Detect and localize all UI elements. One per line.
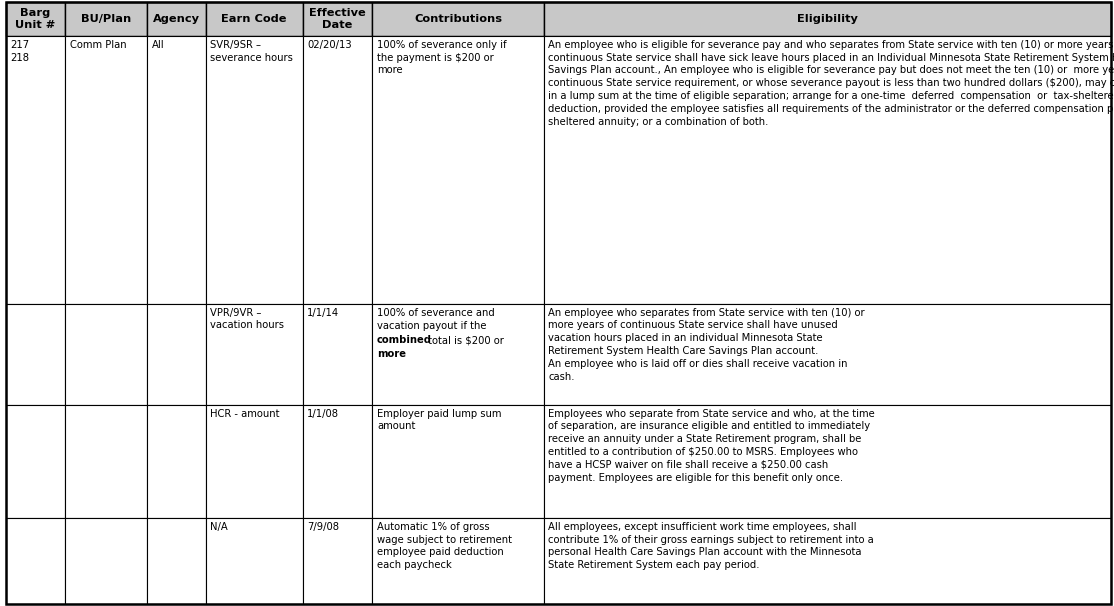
Text: 217
218: 217 218 bbox=[10, 40, 29, 62]
Bar bbox=[6, 2, 66, 36]
Bar bbox=[303, 405, 372, 518]
Text: An employee who separates from State service with ten (10) or
more years of cont: An employee who separates from State ser… bbox=[548, 307, 864, 382]
Bar bbox=[66, 36, 147, 304]
Bar bbox=[147, 405, 206, 518]
Text: Barg
Unit #: Barg Unit # bbox=[16, 8, 56, 30]
Text: 1/1/14: 1/1/14 bbox=[307, 307, 340, 318]
Bar bbox=[544, 518, 1111, 604]
Text: combined: combined bbox=[377, 335, 432, 345]
Text: Employer paid lump sum
amount: Employer paid lump sum amount bbox=[377, 408, 501, 431]
Bar bbox=[303, 2, 372, 36]
Text: Employees who separate from State service and who, at the time
of separation, ar: Employees who separate from State servic… bbox=[548, 408, 874, 482]
Text: Effective
Date: Effective Date bbox=[310, 8, 367, 30]
Text: vacation payout if the: vacation payout if the bbox=[377, 321, 487, 331]
Bar bbox=[66, 405, 147, 518]
Text: All: All bbox=[152, 40, 164, 50]
Text: 1/1/08: 1/1/08 bbox=[307, 408, 340, 419]
Bar bbox=[206, 304, 303, 405]
Bar bbox=[6, 36, 66, 304]
Bar bbox=[372, 304, 544, 405]
Text: Earn Code: Earn Code bbox=[222, 14, 287, 24]
Bar bbox=[147, 36, 206, 304]
Bar bbox=[6, 304, 66, 405]
Text: BU/Plan: BU/Plan bbox=[81, 14, 131, 24]
Bar bbox=[372, 405, 544, 518]
Bar bbox=[206, 36, 303, 304]
Bar bbox=[66, 304, 147, 405]
Bar bbox=[6, 518, 66, 604]
Bar bbox=[303, 304, 372, 405]
Text: Comm Plan: Comm Plan bbox=[70, 40, 126, 50]
Text: Eligibility: Eligibility bbox=[797, 14, 858, 24]
Bar bbox=[147, 304, 206, 405]
Bar bbox=[206, 405, 303, 518]
Text: SVR/9SR –
severance hours: SVR/9SR – severance hours bbox=[211, 40, 293, 62]
Text: Contributions: Contributions bbox=[414, 14, 502, 24]
Text: total is $200 or: total is $200 or bbox=[424, 335, 504, 345]
Text: Automatic 1% of gross
wage subject to retirement
employee paid deduction
each pa: Automatic 1% of gross wage subject to re… bbox=[377, 522, 512, 570]
Text: 100% of severance only if
the payment is $200 or
more: 100% of severance only if the payment is… bbox=[377, 40, 507, 75]
Bar bbox=[544, 2, 1111, 36]
Bar bbox=[147, 518, 206, 604]
Bar bbox=[66, 518, 147, 604]
Text: HCR - amount: HCR - amount bbox=[211, 408, 280, 419]
Text: more: more bbox=[377, 349, 405, 359]
Bar bbox=[544, 405, 1111, 518]
Bar bbox=[206, 2, 303, 36]
Bar bbox=[372, 518, 544, 604]
Bar bbox=[66, 2, 147, 36]
Text: Agency: Agency bbox=[153, 14, 199, 24]
Text: 100% of severance and: 100% of severance and bbox=[377, 307, 495, 318]
Text: 7/9/08: 7/9/08 bbox=[307, 522, 340, 532]
Text: 02/20/13: 02/20/13 bbox=[307, 40, 352, 50]
Text: N/A: N/A bbox=[211, 522, 227, 532]
Text: An employee who is eligible for severance pay and who separates from State servi: An employee who is eligible for severanc… bbox=[548, 40, 1114, 127]
Bar bbox=[372, 2, 544, 36]
Text: VPR/9VR –
vacation hours: VPR/9VR – vacation hours bbox=[211, 307, 284, 330]
Bar bbox=[206, 518, 303, 604]
Bar bbox=[544, 304, 1111, 405]
Text: All employees, except insufficient work time employees, shall
contribute 1% of t: All employees, except insufficient work … bbox=[548, 522, 874, 570]
Bar bbox=[303, 518, 372, 604]
Bar bbox=[544, 36, 1111, 304]
Bar bbox=[303, 36, 372, 304]
Bar bbox=[6, 405, 66, 518]
Bar bbox=[147, 2, 206, 36]
Bar bbox=[372, 36, 544, 304]
